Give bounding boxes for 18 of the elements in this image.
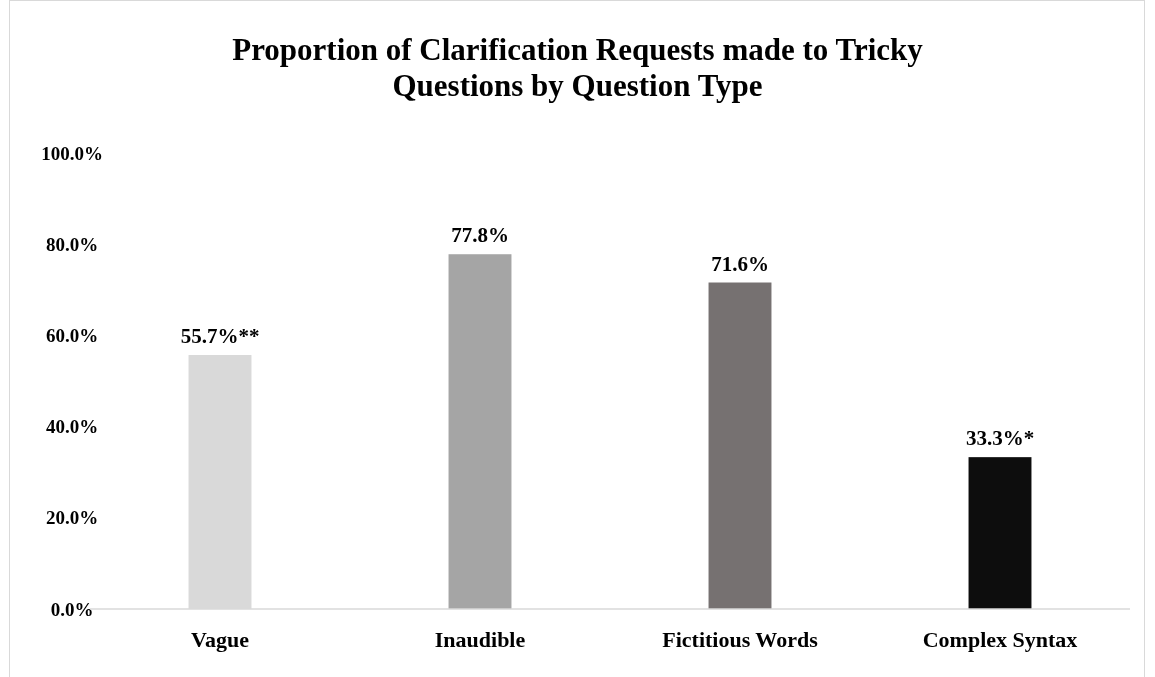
y-tick-label: 40.0% — [45, 416, 99, 438]
x-tick-label: Fictitious Words — [662, 627, 819, 652]
data-label: 33.3%* — [965, 426, 1035, 451]
y-tick-label: 0.0% — [50, 598, 94, 620]
bar — [448, 254, 512, 609]
chart-title: Proportion of Clarification Requests made to Tricky Questions by Question Type — [232, 32, 924, 103]
y-tick-label: 60.0% — [45, 325, 99, 347]
x-tick-label: Complex Syntax — [922, 627, 1078, 652]
data-label: 77.8% — [451, 223, 509, 248]
data-label: 71.6% — [711, 251, 769, 276]
bar — [968, 457, 1032, 609]
data-label: 55.7%** — [180, 324, 260, 349]
y-tick-label: 20.0% — [45, 507, 99, 529]
y-tick-label: 100.0% — [41, 142, 103, 164]
x-tick-label: Vague — [191, 627, 250, 652]
bar — [708, 282, 772, 609]
y-tick-label: 80.0% — [45, 233, 99, 255]
x-tick-label: Inaudible — [434, 627, 526, 652]
